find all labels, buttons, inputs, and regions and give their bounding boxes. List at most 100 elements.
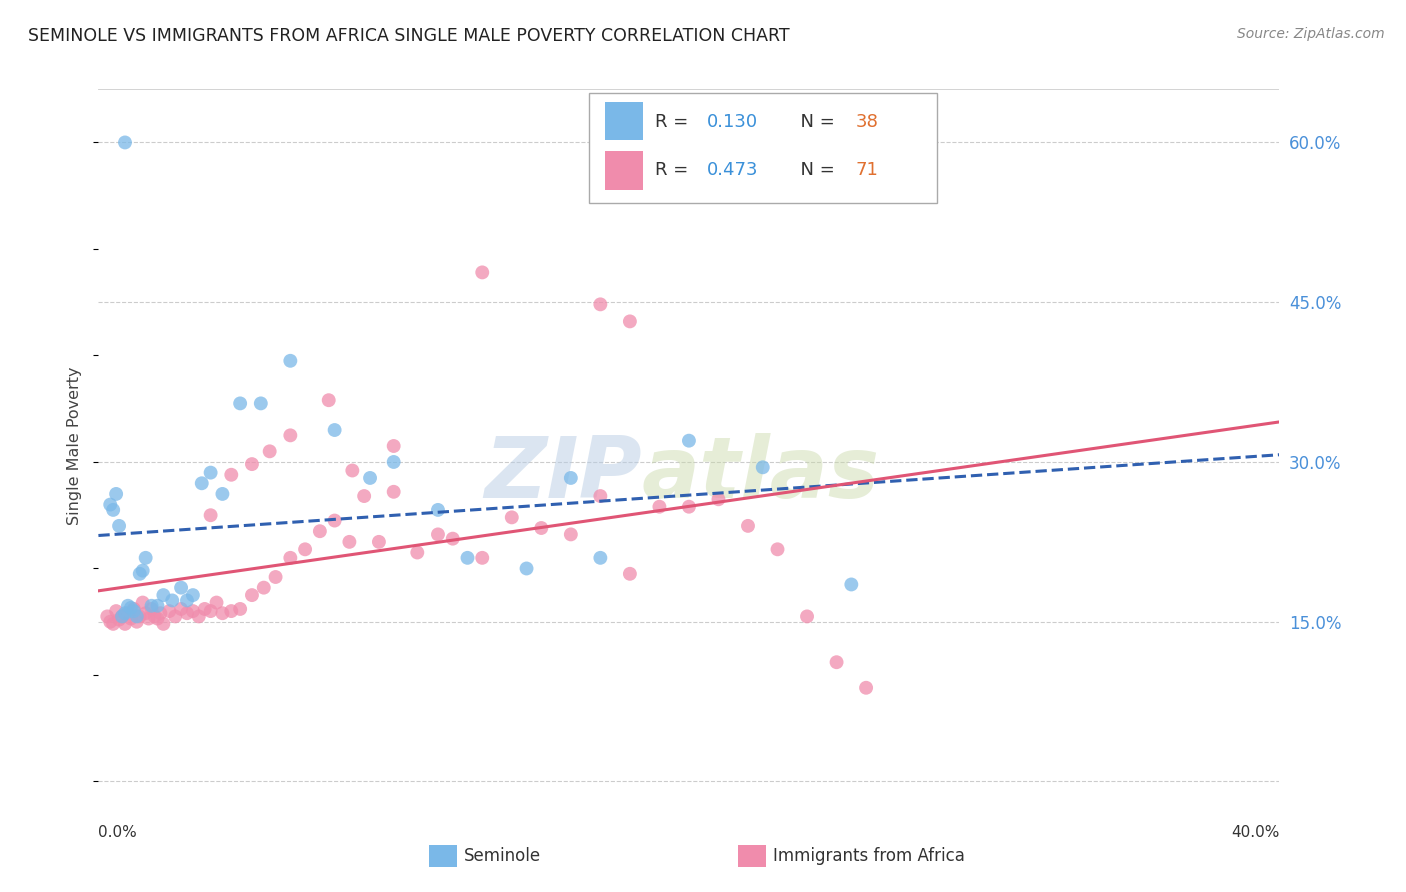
Point bbox=[191, 476, 214, 491]
Point bbox=[250, 396, 273, 410]
Point bbox=[162, 593, 183, 607]
Point bbox=[560, 471, 582, 485]
Point bbox=[181, 604, 204, 618]
Point bbox=[170, 581, 193, 595]
Point bbox=[114, 606, 136, 620]
Point bbox=[318, 393, 340, 408]
Text: 71: 71 bbox=[855, 161, 879, 179]
Text: Immigrants from Africa: Immigrants from Africa bbox=[773, 847, 965, 865]
Point bbox=[240, 588, 263, 602]
Y-axis label: Single Male Poverty: Single Male Poverty bbox=[67, 367, 83, 525]
Point bbox=[589, 489, 612, 503]
Point bbox=[128, 566, 150, 581]
Point bbox=[105, 487, 128, 501]
Point bbox=[122, 602, 145, 616]
Point bbox=[678, 434, 700, 448]
Point bbox=[766, 542, 789, 557]
Point bbox=[200, 466, 222, 480]
Point bbox=[125, 609, 148, 624]
Point bbox=[240, 457, 263, 471]
FancyBboxPatch shape bbox=[589, 93, 936, 203]
Point bbox=[205, 596, 228, 610]
Point bbox=[194, 602, 217, 616]
Text: SEMINOLE VS IMMIGRANTS FROM AFRICA SINGLE MALE POVERTY CORRELATION CHART: SEMINOLE VS IMMIGRANTS FROM AFRICA SINGL… bbox=[28, 27, 790, 45]
Point bbox=[841, 577, 863, 591]
Point bbox=[515, 561, 537, 575]
Point bbox=[103, 616, 125, 631]
Point bbox=[382, 439, 405, 453]
Point bbox=[143, 609, 166, 624]
Point bbox=[211, 487, 233, 501]
Point bbox=[135, 550, 157, 565]
Text: 0.0%: 0.0% bbox=[98, 825, 138, 840]
Point bbox=[707, 492, 730, 507]
Point bbox=[278, 353, 302, 368]
Point bbox=[211, 606, 233, 620]
Point bbox=[122, 604, 145, 618]
Point bbox=[219, 604, 242, 618]
Point bbox=[120, 600, 142, 615]
Point bbox=[103, 503, 125, 517]
Point bbox=[456, 550, 478, 565]
Point bbox=[125, 615, 148, 629]
Text: R =: R = bbox=[655, 112, 693, 130]
Point bbox=[152, 616, 174, 631]
Point bbox=[427, 527, 450, 541]
Point bbox=[589, 550, 612, 565]
Point bbox=[108, 613, 131, 627]
Point bbox=[253, 581, 276, 595]
Point bbox=[114, 136, 136, 150]
Text: N =: N = bbox=[789, 161, 841, 179]
Text: ZIP: ZIP bbox=[484, 433, 641, 516]
Point bbox=[98, 498, 121, 512]
Text: Seminole: Seminole bbox=[464, 847, 541, 865]
Point bbox=[530, 521, 553, 535]
Point bbox=[157, 604, 180, 618]
Point bbox=[339, 534, 360, 549]
Point bbox=[751, 460, 773, 475]
Point bbox=[187, 609, 209, 624]
Point bbox=[98, 615, 121, 629]
Point bbox=[382, 484, 405, 499]
Point bbox=[176, 606, 198, 620]
Text: 0.473: 0.473 bbox=[707, 161, 758, 179]
Point bbox=[619, 566, 641, 581]
Point bbox=[278, 550, 302, 565]
Point bbox=[427, 503, 450, 517]
Point bbox=[589, 297, 612, 311]
Point bbox=[259, 444, 281, 458]
Point bbox=[219, 467, 242, 482]
Text: atlas: atlas bbox=[641, 433, 880, 516]
Point bbox=[264, 570, 287, 584]
Point bbox=[200, 508, 222, 523]
Text: 0.130: 0.130 bbox=[707, 112, 758, 130]
Point bbox=[105, 604, 128, 618]
Text: 40.0%: 40.0% bbox=[1232, 825, 1279, 840]
Text: 38: 38 bbox=[855, 112, 879, 130]
Point bbox=[146, 599, 169, 613]
Point bbox=[128, 609, 150, 624]
Point bbox=[111, 609, 134, 624]
Point bbox=[132, 596, 155, 610]
Point bbox=[796, 609, 818, 624]
Point bbox=[309, 524, 332, 539]
Point bbox=[678, 500, 700, 514]
Point bbox=[619, 314, 641, 328]
Point bbox=[441, 532, 464, 546]
Point bbox=[117, 599, 139, 613]
Text: Source: ZipAtlas.com: Source: ZipAtlas.com bbox=[1237, 27, 1385, 41]
Point bbox=[737, 519, 759, 533]
Point bbox=[406, 545, 429, 559]
Point bbox=[132, 564, 155, 578]
Point bbox=[120, 611, 142, 625]
Point bbox=[135, 606, 157, 620]
Point bbox=[152, 588, 174, 602]
Point bbox=[501, 510, 523, 524]
Point bbox=[138, 611, 160, 625]
Point bbox=[229, 396, 252, 410]
Point bbox=[114, 616, 136, 631]
Point bbox=[855, 681, 877, 695]
Point bbox=[359, 471, 381, 485]
Point bbox=[108, 519, 131, 533]
FancyBboxPatch shape bbox=[605, 152, 643, 190]
